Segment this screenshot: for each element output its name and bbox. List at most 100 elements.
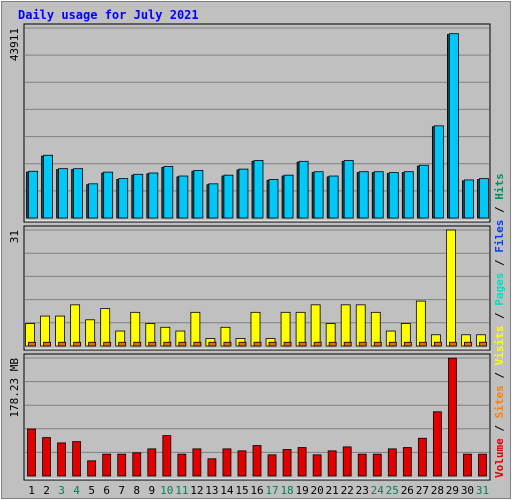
x-tick-label: 28 bbox=[431, 484, 444, 497]
bar-pages-day-4 bbox=[73, 341, 82, 347]
x-tick-label: 31 bbox=[476, 484, 489, 497]
legend-item-sites: Sites bbox=[493, 385, 506, 418]
x-tick-label: 14 bbox=[220, 484, 234, 497]
chart-title: Daily usage for July 2021 bbox=[18, 8, 199, 22]
x-tick-label: 10 bbox=[160, 484, 173, 497]
bar-hits-day-23 bbox=[358, 171, 369, 219]
bar-visits-day-19 bbox=[295, 311, 306, 347]
x-tick-label: 16 bbox=[250, 484, 263, 497]
x-tick-label: 17 bbox=[265, 484, 278, 497]
bar-volume-day-25 bbox=[387, 448, 397, 477]
x-tick-label: 2 bbox=[43, 484, 50, 497]
x-tick-label: 4 bbox=[73, 484, 80, 497]
bar-pages-day-9 bbox=[148, 341, 157, 347]
panel-hits-ymax-label: 43911 bbox=[8, 28, 21, 61]
bar-hits-day-8 bbox=[133, 173, 144, 219]
bar-pages-day-19 bbox=[298, 341, 307, 347]
bar-pages-day-11 bbox=[178, 341, 187, 347]
legend-item-hits: Hits bbox=[493, 173, 506, 200]
bar-pages-day-2 bbox=[43, 341, 51, 347]
bar-hits-day-13 bbox=[208, 183, 219, 219]
x-tick-label: 20 bbox=[311, 484, 324, 497]
bar-pages-day-7 bbox=[118, 341, 127, 347]
legend-item-files: Files bbox=[493, 220, 506, 253]
bar-hits-day-3 bbox=[58, 168, 68, 219]
x-tick-label: 15 bbox=[235, 484, 248, 497]
panel-pages: 31 bbox=[8, 225, 491, 351]
bar-hits-day-1 bbox=[28, 170, 38, 219]
bar-pages-day-27 bbox=[418, 341, 427, 347]
bar-visits-day-8 bbox=[130, 311, 141, 347]
legend-separator: / bbox=[493, 253, 506, 273]
x-axis-tick-labels: 1 2 3 4 5 6 7 8 9 10 11 12 13 14 15 16 17 18 19 20 21 22 23 24 2… bbox=[28, 484, 489, 497]
bar-hits-day-22 bbox=[343, 160, 354, 219]
bar-pages-day-29 bbox=[449, 341, 457, 347]
bar-pages-day-13 bbox=[208, 341, 217, 347]
x-tick-label: 8 bbox=[133, 484, 140, 497]
bar-visits-day-2 bbox=[40, 315, 50, 347]
bar-pages-day-3 bbox=[58, 341, 66, 347]
bar-volume-day-24 bbox=[372, 453, 382, 477]
bar-pages-day-18 bbox=[283, 341, 292, 347]
bar-hits-day-31 bbox=[479, 178, 489, 219]
bar-hits-day-17 bbox=[268, 179, 279, 219]
bar-pages-day-5 bbox=[88, 341, 97, 347]
legend-item-visits: Visits bbox=[493, 326, 506, 366]
bar-pages-day-17 bbox=[268, 341, 277, 347]
bar-hits-day-2 bbox=[43, 154, 53, 219]
bar-hits-day-16 bbox=[253, 160, 264, 219]
x-tick-label: 22 bbox=[341, 484, 354, 497]
x-tick-label: 29 bbox=[446, 484, 459, 497]
panel-hits: 43911 bbox=[8, 23, 491, 223]
bar-visits-day-16 bbox=[250, 311, 261, 347]
bar-volume-day-3 bbox=[57, 442, 66, 477]
x-tick-label: 21 bbox=[326, 484, 339, 497]
bar-hits-day-5 bbox=[88, 183, 99, 219]
x-tick-label: 9 bbox=[148, 484, 155, 497]
x-tick-label: 23 bbox=[356, 484, 369, 497]
x-tick-label: 27 bbox=[416, 484, 429, 497]
bar-pages-day-31 bbox=[479, 341, 487, 347]
bar-volume-day-13 bbox=[207, 458, 217, 477]
panel-pages-ymax-label: 31 bbox=[8, 230, 21, 243]
bar-volume-day-19 bbox=[297, 447, 307, 477]
x-tick-label: 12 bbox=[190, 484, 203, 497]
bar-hits-day-11 bbox=[178, 175, 189, 219]
bar-pages-day-24 bbox=[373, 341, 382, 347]
panel-volume-ymax-label: 178.23 MB bbox=[8, 358, 21, 418]
bar-hits-day-12 bbox=[193, 170, 204, 219]
bar-volume-day-8 bbox=[132, 452, 142, 477]
bar-hits-day-6 bbox=[103, 171, 114, 219]
bar-volume-day-14 bbox=[222, 448, 232, 477]
bar-pages-day-10 bbox=[163, 341, 172, 347]
bar-visits-day-6 bbox=[100, 308, 111, 347]
x-tick-label: 25 bbox=[386, 484, 399, 497]
bar-pages-day-22 bbox=[343, 341, 352, 347]
bar-hits-day-28 bbox=[433, 125, 444, 219]
bar-volume-day-9 bbox=[147, 448, 157, 477]
bar-pages-day-15 bbox=[238, 341, 247, 347]
x-tick-label: 1 bbox=[28, 484, 35, 497]
bar-volume-day-6 bbox=[102, 453, 112, 477]
bar-pages-day-21 bbox=[328, 341, 337, 347]
bar-pages-day-16 bbox=[253, 341, 262, 347]
bar-pages-day-12 bbox=[193, 341, 202, 347]
bar-hits-day-4 bbox=[73, 168, 84, 219]
panel-volume: 178.23 MB bbox=[8, 353, 491, 481]
bar-hits-day-14 bbox=[223, 174, 234, 219]
bar-volume-day-18 bbox=[282, 449, 292, 477]
bar-volume-day-10 bbox=[162, 435, 172, 477]
bar-hits-day-20 bbox=[313, 171, 324, 219]
bar-volume-day-20 bbox=[312, 454, 322, 477]
bar-pages-day-6 bbox=[103, 341, 112, 347]
bar-volume-day-31 bbox=[478, 453, 487, 477]
bar-visits-day-12 bbox=[190, 311, 201, 347]
x-tick-label: 18 bbox=[280, 484, 293, 497]
bar-volume-day-28 bbox=[432, 411, 442, 477]
bar-pages-day-30 bbox=[464, 341, 472, 347]
x-tick-label: 13 bbox=[205, 484, 218, 497]
bar-hits-day-19 bbox=[298, 160, 309, 219]
legend-separator: / bbox=[493, 365, 506, 385]
